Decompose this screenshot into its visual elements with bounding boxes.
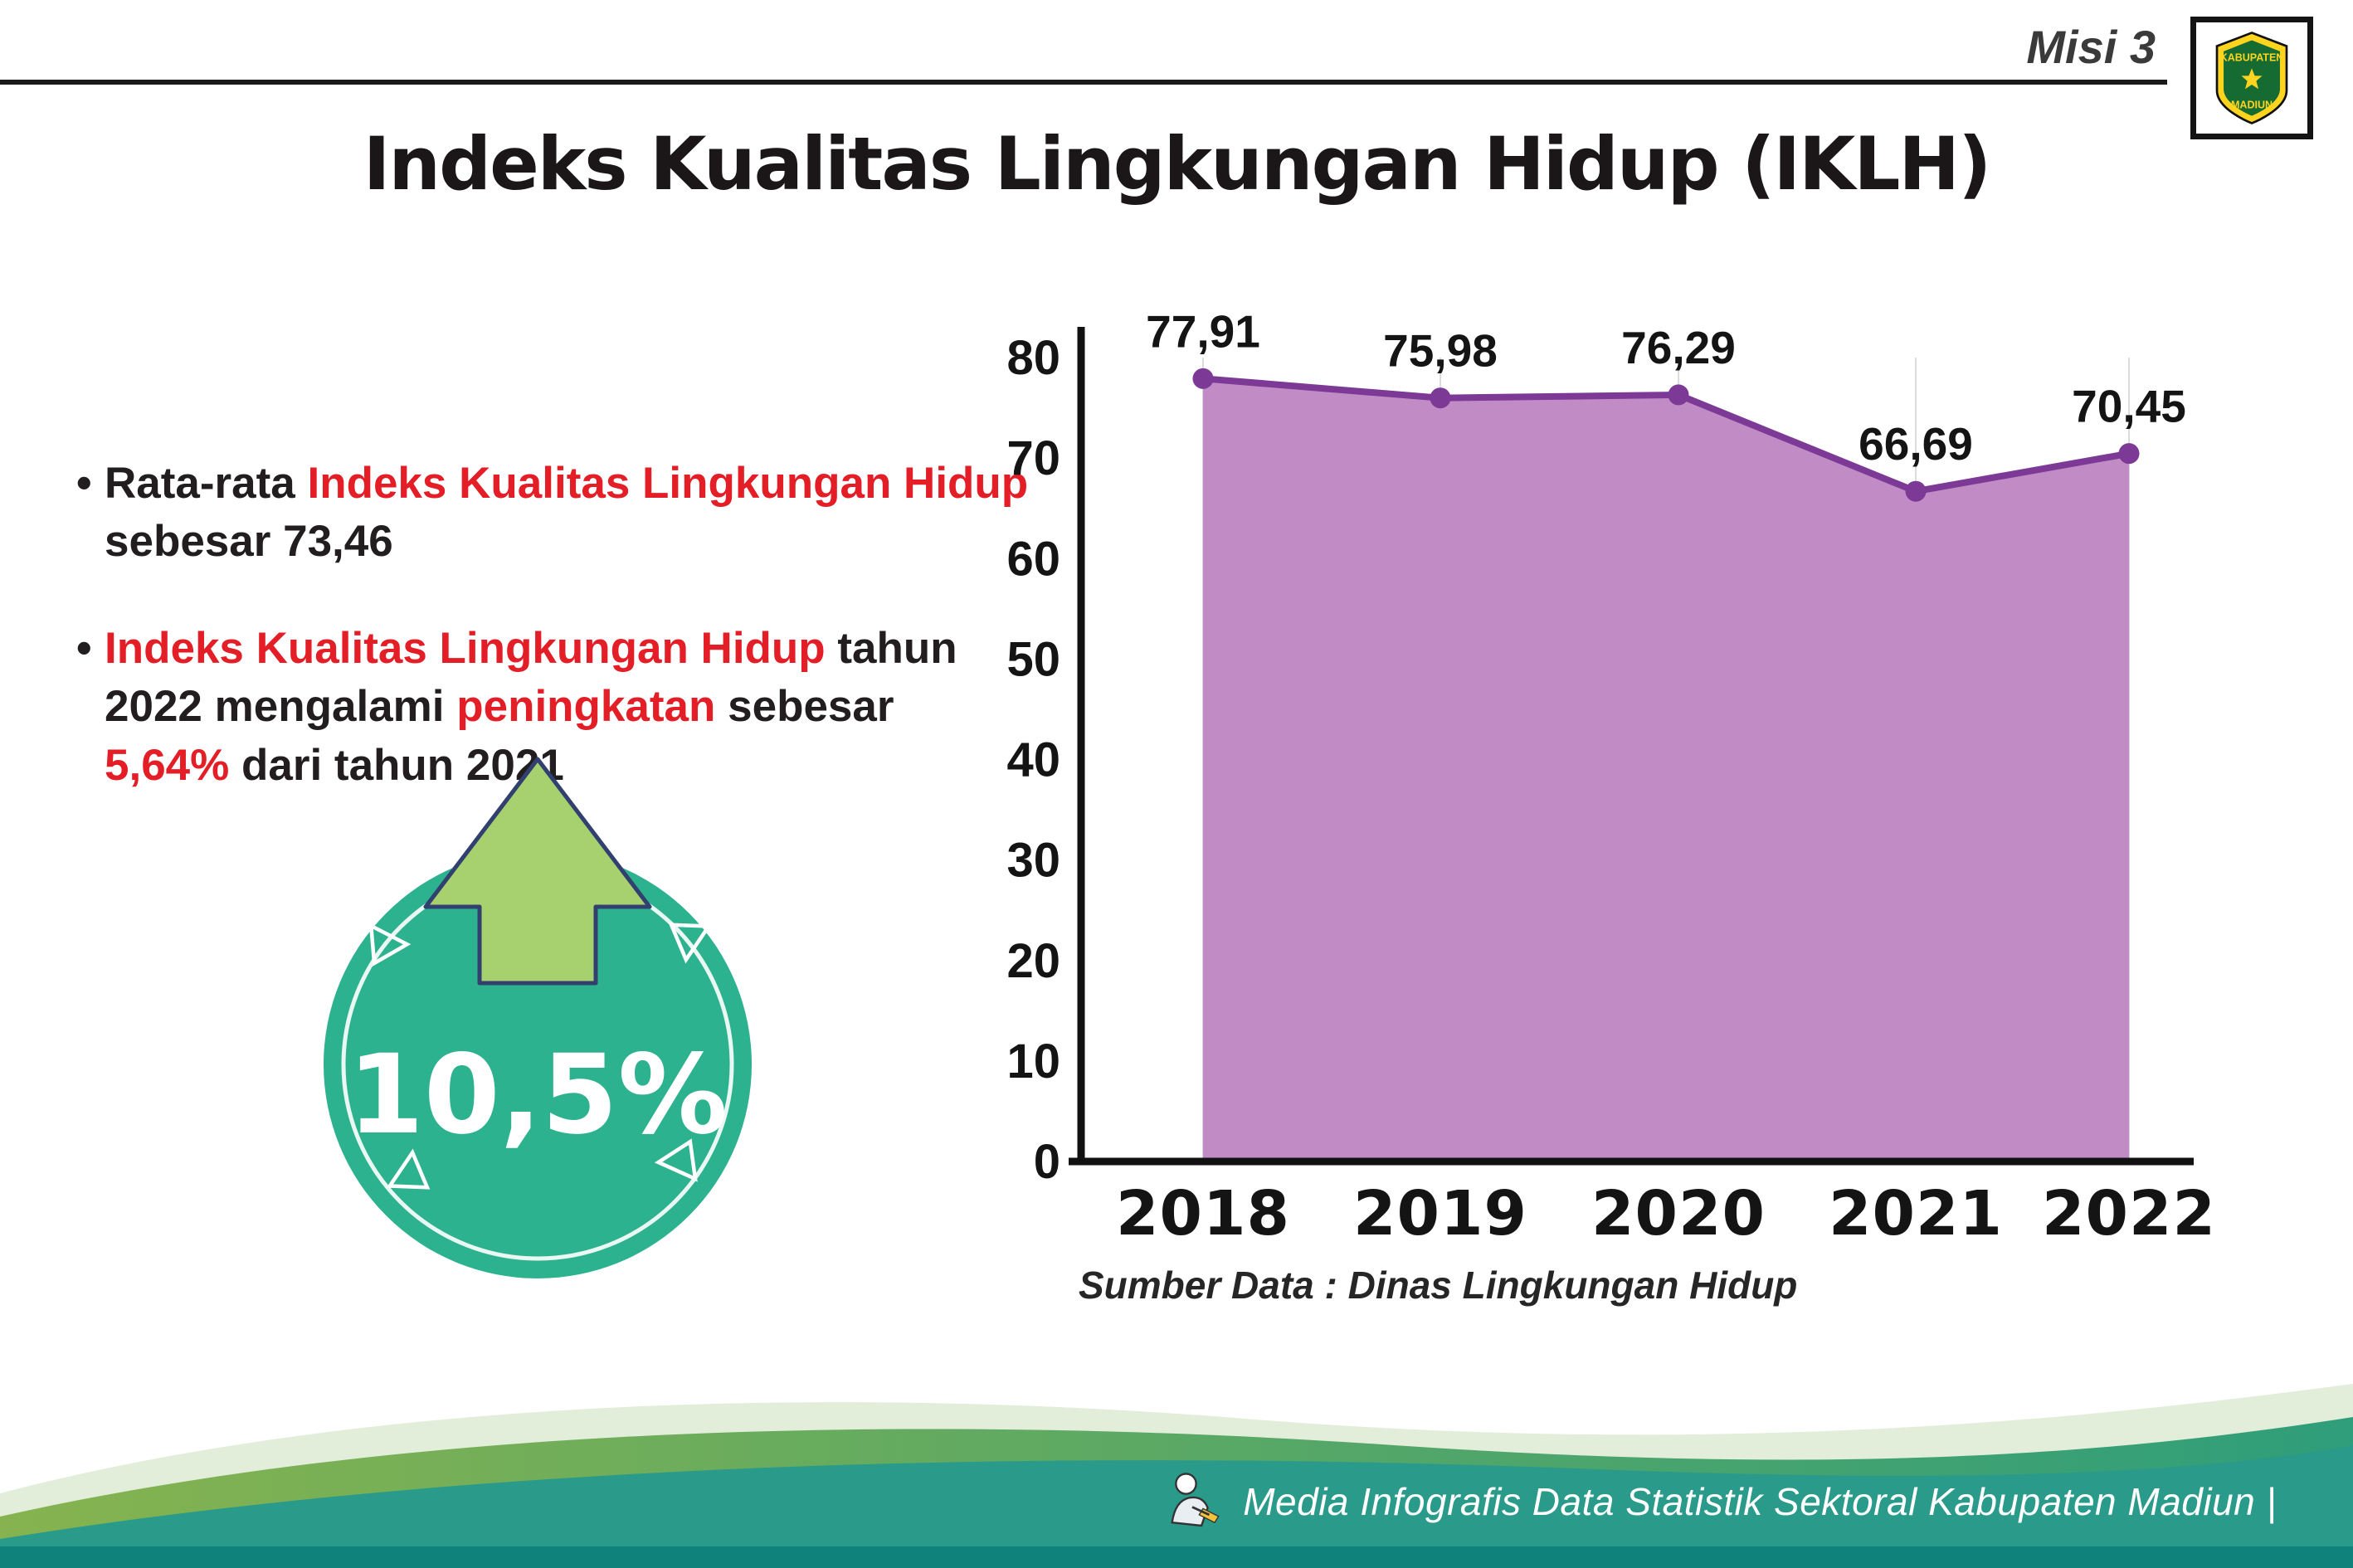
bullet2-text-black1: tahun 2022 mengalami xyxy=(105,623,957,732)
data-label: 75,98 xyxy=(1383,325,1498,377)
logo-text-top: KABUPATEN xyxy=(2220,51,2284,63)
page-title: Indeks Kualitas Lingkungan Hidup (IKLH) xyxy=(363,121,1992,207)
x-tick-label: 2022 xyxy=(2042,1178,2216,1249)
bullet-dot: • xyxy=(76,459,92,508)
y-tick-label: 60 xyxy=(1006,532,1060,586)
bullet-dot: • xyxy=(76,623,92,673)
tick-triangle-ne xyxy=(668,923,713,964)
x-tick-label: 2021 xyxy=(1829,1178,2003,1249)
iklh-area-chart: 77,91 75,98 76,29 66,69 70,45 0 10 20 30 40 50 60 70… xyxy=(1006,305,2216,1249)
bullet-average-iklh: • Rata-rata Indeks Kualitas Lingkungan H… xyxy=(76,455,1030,572)
source-note: Sumber Data : Dinas Lingkungan Hidup xyxy=(1079,1264,1798,1307)
bullet2-text-black3: dari tahun 2021 xyxy=(229,740,564,790)
increase-badge: 10,5% xyxy=(324,757,752,1278)
bullet2-text-red3: 5,64% xyxy=(105,740,230,790)
area-fill xyxy=(1203,378,2129,1161)
y-tick-label: 40 xyxy=(1006,733,1060,787)
data-label: 66,69 xyxy=(1859,418,1973,470)
y-tick-label: 70 xyxy=(1006,431,1060,485)
footer-credit-row: Media Infografis Data Statistik Sektoral… xyxy=(1157,1467,2277,1536)
kabupaten-madiun-logo: KABUPATEN MADIUN xyxy=(2190,17,2313,139)
bullet1-text-black2: sebesar 73,46 xyxy=(105,517,393,567)
tick-triangle-se xyxy=(654,1138,698,1182)
data-point xyxy=(2118,443,2140,465)
bullet2-text-red1: Indeks Kualitas Lingkungan Hidup xyxy=(105,623,826,673)
y-tick-label: 0 xyxy=(1034,1135,1060,1189)
data-point xyxy=(1668,384,1689,406)
y-tick-label: 10 xyxy=(1006,1035,1060,1088)
up-arrow-icon xyxy=(423,757,652,986)
bullet1-text-red: Indeks Kualitas Lingkungan Hidup xyxy=(307,459,1029,508)
y-tick-label: 50 xyxy=(1006,632,1060,686)
badge-circle xyxy=(324,850,752,1278)
x-tick-label: 2018 xyxy=(1116,1178,1290,1249)
logo-text-bottom: MADIUN xyxy=(2231,100,2273,111)
tick-triangle-nw xyxy=(368,923,412,967)
misi-label: Misi 3 xyxy=(2026,21,2156,73)
bullet-increase-iklh: • Indeks Kualitas Lingkungan Hidup tahun… xyxy=(76,620,1030,795)
bullet2-text-black2: sebesar xyxy=(715,682,894,732)
data-point xyxy=(1905,480,1927,502)
bullet2-text-red2: peningkatan xyxy=(456,682,716,732)
x-tick-label: 2019 xyxy=(1353,1178,1527,1249)
star-icon xyxy=(2241,68,2263,90)
data-label: 77,91 xyxy=(1146,305,1260,357)
y-tick-label: 20 xyxy=(1006,934,1060,988)
bullet1-text-black: Rata-rata xyxy=(105,459,308,508)
x-tick-label: 2020 xyxy=(1591,1178,1766,1249)
tick-triangle-sw xyxy=(386,1148,431,1190)
badge-percentage: 10,5% xyxy=(348,1031,728,1159)
footer-credit-text: Media Infografis Data Statistik Sektoral… xyxy=(1243,1480,2277,1523)
mascot-icon xyxy=(1171,1473,1220,1527)
data-label: 70,45 xyxy=(2072,381,2186,432)
header-rule xyxy=(0,80,2167,85)
summary-bullets: • Rata-rata Indeks Kualitas Lingkungan H… xyxy=(76,455,1030,843)
data-point xyxy=(1192,368,1214,389)
crest-icon: KABUPATEN MADIUN xyxy=(2215,32,2288,124)
data-label: 76,29 xyxy=(1621,322,1736,373)
y-tick-label: 80 xyxy=(1006,331,1060,385)
y-tick-label: 30 xyxy=(1006,834,1060,888)
data-point xyxy=(1430,387,1451,409)
